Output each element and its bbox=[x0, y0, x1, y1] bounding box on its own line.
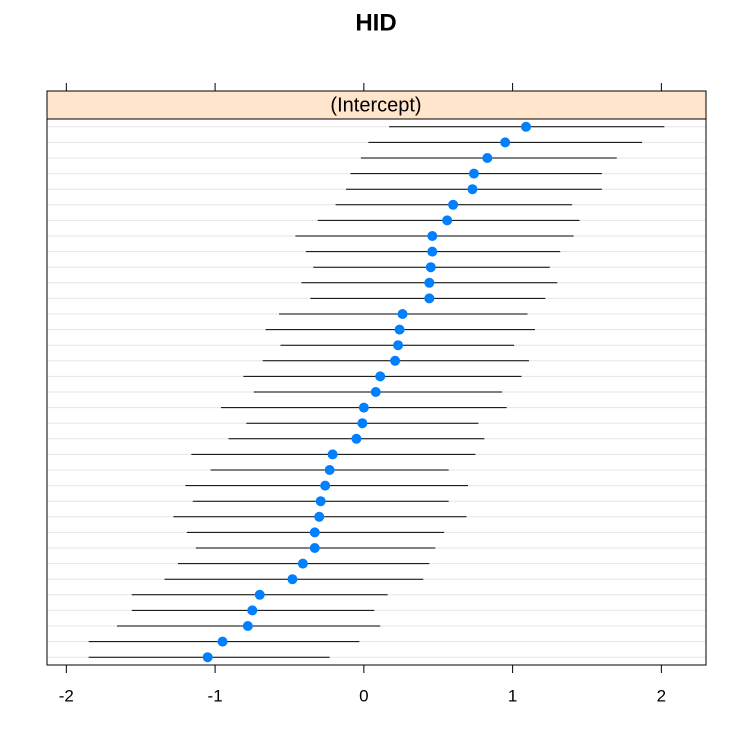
x-tick-label: -1 bbox=[208, 686, 223, 705]
chart-title: HID bbox=[355, 9, 396, 36]
point bbox=[351, 433, 362, 444]
point bbox=[427, 246, 438, 257]
point bbox=[287, 574, 298, 585]
point bbox=[370, 387, 381, 397]
point bbox=[482, 153, 493, 163]
x-tick-label: 0 bbox=[359, 686, 368, 705]
point bbox=[358, 402, 369, 413]
point bbox=[254, 589, 265, 600]
point bbox=[247, 605, 258, 616]
point bbox=[320, 480, 331, 491]
point bbox=[217, 636, 228, 647]
point bbox=[314, 511, 325, 522]
point bbox=[357, 418, 368, 429]
point bbox=[427, 231, 438, 241]
point bbox=[424, 293, 435, 304]
point bbox=[448, 199, 459, 210]
strip bbox=[46, 90, 707, 120]
point bbox=[424, 277, 435, 288]
point bbox=[397, 309, 408, 319]
point bbox=[375, 371, 386, 382]
point bbox=[390, 355, 401, 366]
x-tick-label: -2 bbox=[59, 686, 74, 705]
point bbox=[442, 215, 453, 226]
point bbox=[202, 652, 213, 663]
point bbox=[309, 543, 320, 553]
point bbox=[393, 340, 404, 351]
point bbox=[315, 496, 326, 507]
strip-label: (Intercept) bbox=[330, 94, 421, 116]
point bbox=[468, 168, 479, 179]
point bbox=[327, 449, 338, 460]
point bbox=[242, 621, 253, 631]
point bbox=[394, 324, 405, 335]
point bbox=[521, 121, 532, 132]
point bbox=[500, 137, 511, 148]
point bbox=[297, 558, 308, 569]
point bbox=[467, 184, 478, 195]
x-tick-label: 2 bbox=[657, 686, 666, 705]
point bbox=[425, 262, 436, 273]
point bbox=[309, 527, 320, 538]
x-tick-label: 1 bbox=[508, 686, 517, 705]
point bbox=[324, 465, 335, 475]
panel bbox=[46, 118, 707, 666]
